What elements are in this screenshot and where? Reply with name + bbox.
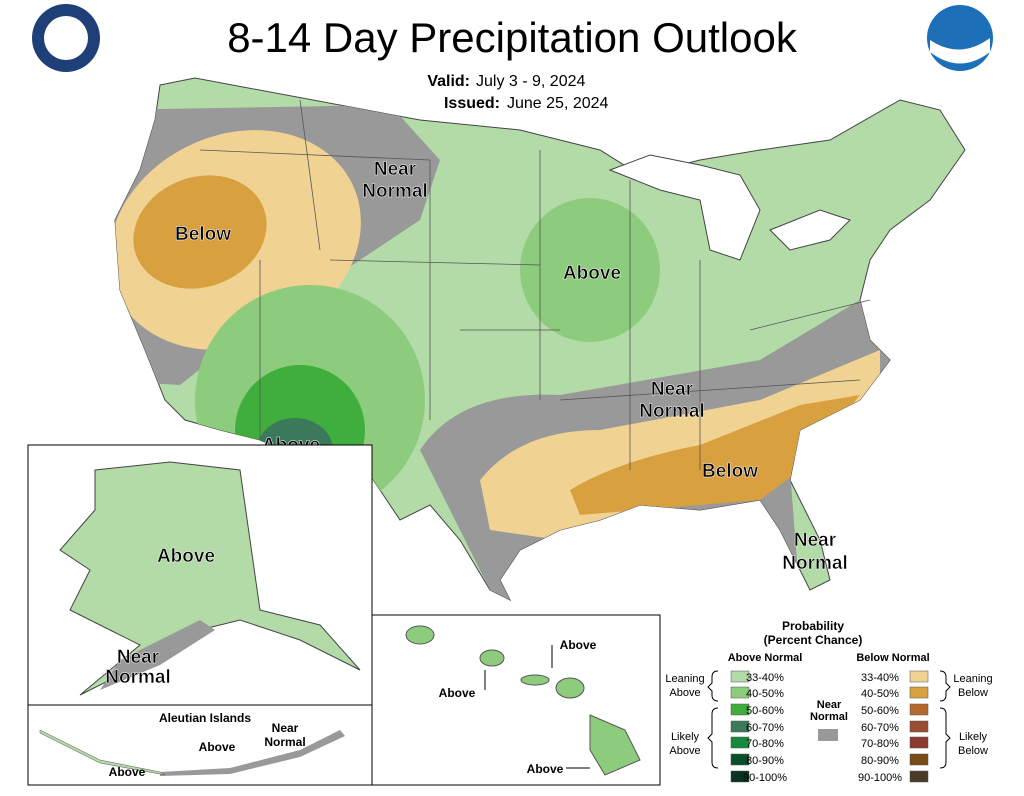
legend-swatch [730, 703, 750, 716]
legend-bin-label: 33-40% [861, 672, 899, 684]
region-label: Near Normal [782, 530, 847, 574]
line: Leaning [665, 673, 704, 685]
issued-label: Issued: [444, 95, 500, 112]
legend: Probability (Percent Chance) Above Norma… [665, 619, 992, 784]
legend-bin-label: 90-100% [858, 772, 902, 784]
region-label: Above [563, 263, 621, 284]
header: 8-14 Day Precipitation Outlook Valid: Ju… [32, 4, 993, 112]
line: Above [669, 687, 700, 699]
line: Likely [959, 731, 988, 743]
legend-swatch [909, 720, 929, 733]
hawaii-inset: Above Above Above [371, 614, 661, 786]
conus [114, 77, 966, 602]
legend-swatch [909, 686, 929, 699]
legend-swatch [909, 736, 929, 749]
line: Normal [639, 401, 704, 422]
region-label: Near Normal [362, 159, 427, 202]
legend-bin-label: 70-80% [746, 738, 784, 750]
legend-swatch [909, 703, 929, 716]
legend-bin-label: 90-100% [743, 772, 787, 784]
line: Normal [362, 181, 427, 202]
legend-group: Likely Below [958, 731, 988, 757]
region-label: Above [199, 740, 236, 754]
legend-group: Likely Above [669, 731, 700, 757]
legend-bin-label: 60-70% [861, 722, 899, 734]
issued: June 25, 2024 [507, 95, 609, 112]
legend-bin-label: 33-40% [746, 672, 784, 684]
valid: July 3 - 9, 2024 [476, 73, 586, 90]
line: Leaning [953, 673, 992, 685]
legend-bin-label: 80-90% [746, 755, 784, 767]
commerce-seal-center [44, 16, 88, 60]
line: Likely [671, 731, 700, 743]
line: Near [374, 159, 417, 180]
line: Below [958, 687, 988, 699]
legend-bin-label: 40-50% [746, 688, 784, 700]
legend-swatch [730, 686, 750, 699]
legend-bin-label: 40-50% [861, 688, 899, 700]
legend-group: Leaning Above [665, 673, 704, 699]
aleutian-inset: Aleutian Islands Above Above Near Normal [27, 704, 373, 786]
legend-title: Probability [782, 619, 844, 633]
legend-bin-label: 80-90% [861, 755, 899, 767]
legend-swatch [730, 736, 750, 749]
legend-swatch [730, 753, 750, 766]
region-label: Below [175, 224, 231, 245]
alaska-inset: Above Near Normal [27, 444, 373, 706]
legend-heading: Below Normal [856, 652, 929, 664]
line: Normal [264, 735, 305, 749]
legend-swatch [909, 770, 929, 783]
noaa-logo-wave [930, 38, 990, 64]
line: Near [651, 379, 694, 400]
line: Near [817, 699, 842, 711]
region-label: Above [109, 765, 146, 779]
line: Normal [105, 667, 170, 688]
legend-swatch [818, 729, 838, 741]
line: Near [272, 721, 299, 735]
legend-bin-label: 60-70% [746, 722, 784, 734]
line: Above [669, 745, 700, 757]
line: Below [958, 745, 988, 757]
region-label: Above [157, 546, 215, 567]
legend-swatch [730, 670, 750, 683]
legend-heading: Above Normal [728, 652, 803, 664]
region-label: Above [439, 686, 476, 700]
region-label: Near Normal [639, 379, 704, 422]
legend-swatch [730, 770, 750, 783]
region-label: Near Normal [105, 647, 170, 688]
region-label: Above [560, 638, 597, 652]
region-label: Below [702, 461, 758, 482]
valid-label: Valid: [427, 73, 470, 90]
region-label: Near Normal [264, 721, 305, 749]
inset-title: Aleutian Islands [159, 711, 251, 725]
legend-swatch [909, 670, 929, 683]
legend-bin-label: 50-60% [746, 705, 784, 717]
line: Near [794, 530, 837, 551]
line: Normal [810, 711, 848, 723]
legend-bin-label: 50-60% [861, 705, 899, 717]
line: Normal [782, 553, 847, 574]
line: Near [117, 647, 160, 668]
legend-subtitle: (Percent Chance) [764, 633, 863, 647]
legend-group: Leaning Below [953, 673, 992, 699]
region-label: Above [527, 762, 564, 776]
legend-brace [707, 670, 951, 769]
legend-swatch [730, 720, 750, 733]
legend-swatch [909, 753, 929, 766]
legend-near: Near Normal [810, 699, 848, 723]
title: 8-14 Day Precipitation Outlook [227, 14, 798, 61]
legend-bin-label: 70-80% [861, 738, 899, 750]
